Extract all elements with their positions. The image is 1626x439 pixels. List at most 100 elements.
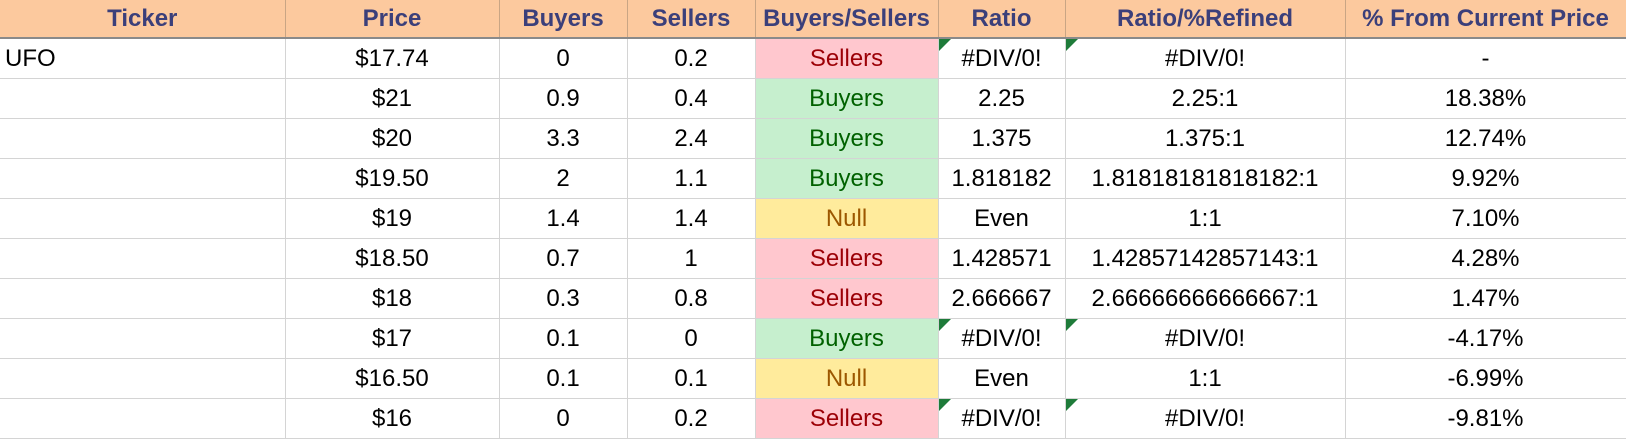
header-ticker[interactable]: Ticker — [0, 0, 286, 39]
verdict-cell[interactable]: Sellers — [755, 238, 939, 279]
buyers-value-cell[interactable]: 2 — [499, 158, 628, 199]
price-cell[interactable]: $16.50 — [285, 358, 500, 399]
buyers-value-cell[interactable]: 0 — [499, 38, 628, 79]
ticker-cell[interactable] — [0, 318, 286, 359]
pct-from-current-cell[interactable]: 1.47% — [1345, 278, 1626, 319]
header-buyers[interactable]: Buyers — [499, 0, 628, 39]
price-cell[interactable]: $18.50 — [285, 238, 500, 279]
pct-from-current-cell[interactable]: - — [1345, 38, 1626, 79]
pct-from-current-cell[interactable]: -6.99% — [1345, 358, 1626, 399]
ratio-refined-cell[interactable]: 1.81818181818182:1 — [1065, 158, 1346, 199]
header-price[interactable]: Price — [285, 0, 500, 39]
verdict-cell[interactable]: Buyers — [755, 118, 939, 159]
ratio-cell[interactable]: Even — [938, 198, 1066, 239]
ticker-cell[interactable] — [0, 398, 286, 439]
ticker-cell[interactable] — [0, 278, 286, 319]
sellers-value-cell[interactable]: 1 — [627, 238, 756, 279]
sellers-value-cell[interactable]: 0 — [627, 318, 756, 359]
verdict-cell[interactable]: Buyers — [755, 78, 939, 119]
table-row: $16 0 0.2 Sellers #DIV/0! #DIV/0! -9.81% — [0, 398, 1626, 439]
buyers-value-cell[interactable]: 1.4 — [499, 198, 628, 239]
buyers-value-cell[interactable]: 0.7 — [499, 238, 628, 279]
error-indicator-icon[interactable] — [1065, 39, 1078, 51]
sellers-value-cell[interactable]: 0.1 — [627, 358, 756, 399]
sellers-value-cell[interactable]: 0.4 — [627, 78, 756, 119]
buyers-value-cell[interactable]: 0 — [499, 398, 628, 439]
ratio-refined-cell[interactable]: 2.25:1 — [1065, 78, 1346, 119]
pct-from-current-cell[interactable]: -9.81% — [1345, 398, 1626, 439]
price-cell[interactable]: $18 — [285, 278, 500, 319]
ratio-refined-cell[interactable]: #DIV/0! — [1065, 398, 1346, 439]
sellers-value-cell[interactable]: 1.4 — [627, 198, 756, 239]
sellers-value-cell[interactable]: 0.2 — [627, 38, 756, 79]
sellers-value-cell[interactable]: 2.4 — [627, 118, 756, 159]
ratio-cell[interactable]: 1.375 — [938, 118, 1066, 159]
ticker-cell[interactable] — [0, 118, 286, 159]
table-row: $19.50 2 1.1 Buyers 1.818182 1.81818181818182… — [0, 158, 1626, 199]
verdict-cell[interactable]: Sellers — [755, 278, 939, 319]
error-indicator-icon[interactable] — [1065, 319, 1078, 331]
header-sellers[interactable]: Sellers — [627, 0, 756, 39]
ticker-cell[interactable]: UFO — [0, 38, 286, 79]
price-cell[interactable]: $17.74 — [285, 38, 500, 79]
verdict-cell[interactable]: Buyers — [755, 318, 939, 359]
ticker-cell[interactable] — [0, 158, 286, 199]
ratio-cell[interactable]: #DIV/0! — [938, 38, 1066, 79]
table-row: $21 0.9 0.4 Buyers 2.25 2.25:1 18.38% — [0, 78, 1626, 119]
ratio-refined-cell[interactable]: 1:1 — [1065, 198, 1346, 239]
buyers-value-cell[interactable]: 0.1 — [499, 358, 628, 399]
header-buyers-sellers[interactable]: Buyers/Sellers — [755, 0, 939, 39]
buyers-value-cell[interactable]: 3.3 — [499, 118, 628, 159]
price-cell[interactable]: $19 — [285, 198, 500, 239]
ticker-cell[interactable] — [0, 198, 286, 239]
header-ratio[interactable]: Ratio — [938, 0, 1066, 39]
verdict-cell[interactable]: Null — [755, 198, 939, 239]
ratio-cell[interactable]: 1.428571 — [938, 238, 1066, 279]
ticker-cell[interactable] — [0, 78, 286, 119]
price-cell[interactable]: $19.50 — [285, 158, 500, 199]
ratio-cell[interactable]: 2.666667 — [938, 278, 1066, 319]
header-pct-from-current[interactable]: % From Current Price — [1345, 0, 1626, 39]
sellers-value-cell[interactable]: 0.2 — [627, 398, 756, 439]
error-indicator-icon[interactable] — [1065, 399, 1078, 411]
table-row: $18.50 0.7 1 Sellers 1.428571 1.4285714285714… — [0, 238, 1626, 279]
pct-from-current-cell[interactable]: -4.17% — [1345, 318, 1626, 359]
price-cell[interactable]: $17 — [285, 318, 500, 359]
ratio-cell[interactable]: 2.25 — [938, 78, 1066, 119]
ratio-refined-cell[interactable]: 1.375:1 — [1065, 118, 1346, 159]
verdict-cell[interactable]: Sellers — [755, 38, 939, 79]
pct-from-current-cell[interactable]: 9.92% — [1345, 158, 1626, 199]
price-cell[interactable]: $21 — [285, 78, 500, 119]
ratio-cell[interactable]: Even — [938, 358, 1066, 399]
verdict-cell[interactable]: Null — [755, 358, 939, 399]
error-indicator-icon[interactable] — [938, 39, 951, 51]
ratio-refined-cell[interactable]: 1:1 — [1065, 358, 1346, 399]
price-cell[interactable]: $16 — [285, 398, 500, 439]
ticker-cell[interactable] — [0, 358, 286, 399]
buyers-value-cell[interactable]: 0.9 — [499, 78, 628, 119]
ticker-cell[interactable] — [0, 238, 286, 279]
buyers-value-cell[interactable]: 0.1 — [499, 318, 628, 359]
ratio-cell[interactable]: #DIV/0! — [938, 318, 1066, 359]
ratio-cell[interactable]: 1.818182 — [938, 158, 1066, 199]
price-cell[interactable]: $20 — [285, 118, 500, 159]
pct-from-current-cell[interactable]: 4.28% — [1345, 238, 1626, 279]
error-indicator-icon[interactable] — [938, 399, 951, 411]
table-row: $19 1.4 1.4 Null Even 1:1 7.10% — [0, 198, 1626, 239]
pct-from-current-cell[interactable]: 7.10% — [1345, 198, 1626, 239]
sellers-value-cell[interactable]: 1.1 — [627, 158, 756, 199]
header-ratio-refined[interactable]: Ratio/%Refined — [1065, 0, 1346, 39]
verdict-cell[interactable]: Buyers — [755, 158, 939, 199]
pct-from-current-cell[interactable]: 18.38% — [1345, 78, 1626, 119]
verdict-cell[interactable]: Sellers — [755, 398, 939, 439]
sellers-value-cell[interactable]: 0.8 — [627, 278, 756, 319]
ratio-refined-cell[interactable]: #DIV/0! — [1065, 38, 1346, 79]
ratio-cell[interactable]: #DIV/0! — [938, 398, 1066, 439]
error-indicator-icon[interactable] — [938, 319, 951, 331]
ratio-refined-cell[interactable]: 2.66666666666667:1 — [1065, 278, 1346, 319]
buyers-value-cell[interactable]: 0.3 — [499, 278, 628, 319]
ratio-refined-cell[interactable]: 1.42857142857143:1 — [1065, 238, 1346, 279]
ratio-refined-cell[interactable]: #DIV/0! — [1065, 318, 1346, 359]
header-row: Ticker Price Buyers Sellers Buyers/Selle… — [0, 0, 1626, 39]
pct-from-current-cell[interactable]: 12.74% — [1345, 118, 1626, 159]
